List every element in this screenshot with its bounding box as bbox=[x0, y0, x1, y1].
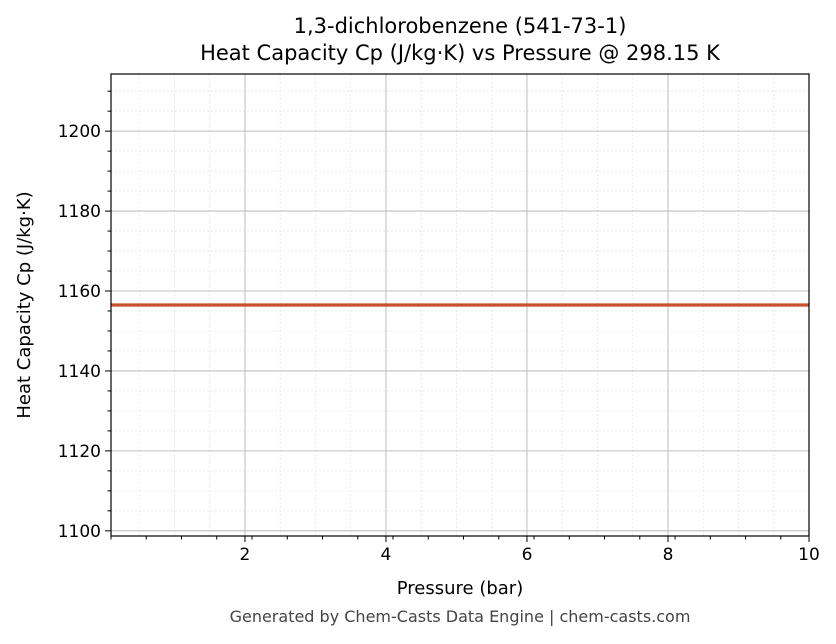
y-tick-label: 1180 bbox=[58, 202, 101, 222]
x-tick-label: 8 bbox=[663, 545, 674, 565]
y-axis-label: Heat Capacity Cp (J/kg·K) bbox=[14, 191, 35, 418]
chart-title-line-2: Heat Capacity Cp (J/kg·K) vs Pressure @ … bbox=[200, 41, 720, 65]
y-tick-label: 1100 bbox=[58, 522, 101, 542]
y-tick-label: 1120 bbox=[58, 442, 101, 462]
y-tick-label: 1200 bbox=[58, 122, 101, 142]
x-tick-label: 6 bbox=[522, 545, 533, 565]
y-tick-label: 1140 bbox=[58, 362, 101, 382]
y-tick-label: 1160 bbox=[58, 282, 101, 302]
footer-credit: Generated by Chem-Casts Data Engine | ch… bbox=[229, 607, 691, 626]
x-tick-label: 10 bbox=[798, 545, 820, 565]
plot-frame bbox=[110, 73, 810, 537]
x-tick-label: 4 bbox=[381, 545, 392, 565]
chart-title-line-1: 1,3-dichlorobenzene (541-73-1) bbox=[293, 14, 627, 38]
x-axis-label: Pressure (bar) bbox=[397, 578, 523, 599]
x-tick-label: 2 bbox=[240, 545, 251, 565]
